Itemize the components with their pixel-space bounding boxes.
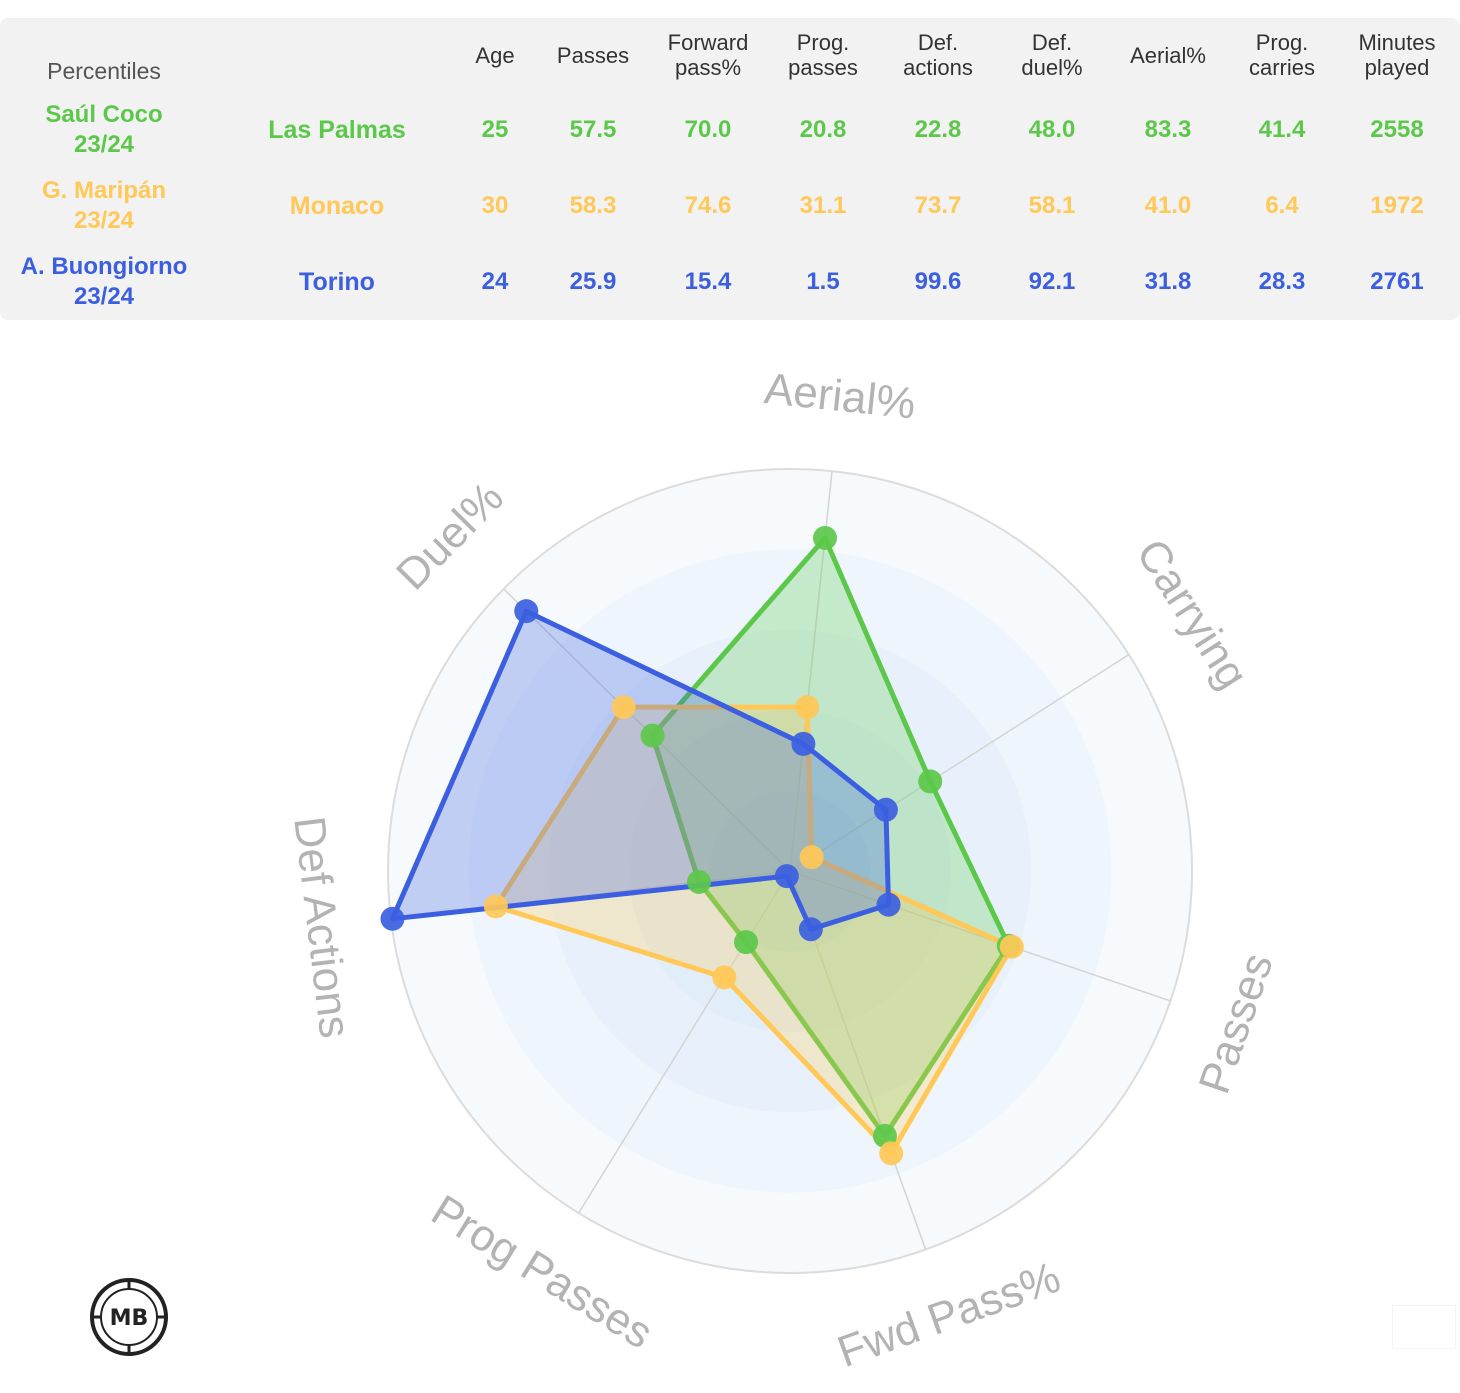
column-header-carries: Prog. carries bbox=[1248, 30, 1315, 80]
axis-spoke bbox=[789, 870, 1171, 1002]
axis-label: Passes bbox=[1190, 947, 1283, 1099]
table-cell-fwd: 70.0 bbox=[684, 116, 732, 143]
axis-label: Carrying bbox=[1127, 531, 1258, 697]
data-point bbox=[686, 869, 711, 894]
axis-label: Fwd Pass% bbox=[831, 1253, 1066, 1377]
axis-label: Aerial% bbox=[762, 364, 918, 429]
column-header-age: Age bbox=[475, 43, 515, 68]
column-header-defduel: Def. duel% bbox=[1021, 30, 1083, 80]
series-area bbox=[493, 704, 1015, 1156]
column-header-fwd: Forward pass% bbox=[667, 30, 749, 80]
column-header-prog: Prog. passes bbox=[788, 30, 858, 80]
table-cell-defduel: 58.1 bbox=[1028, 192, 1076, 219]
table-cell-aerial: 41.0 bbox=[1144, 192, 1192, 219]
team-name: Torino bbox=[299, 268, 375, 296]
series-area bbox=[390, 608, 891, 932]
data-point bbox=[918, 769, 943, 794]
table-cell-minutes: 1972 bbox=[1370, 192, 1424, 219]
data-point bbox=[611, 695, 636, 720]
table-cell-defduel: 48.0 bbox=[1028, 116, 1076, 143]
data-point bbox=[712, 965, 737, 990]
data-point bbox=[798, 917, 823, 942]
table-cell-defact: 73.7 bbox=[914, 192, 962, 219]
table-cell-carries: 28.3 bbox=[1258, 268, 1306, 295]
data-point bbox=[795, 695, 820, 720]
column-header-passes: Passes bbox=[556, 43, 630, 68]
table-cell-fwd: 15.4 bbox=[684, 268, 732, 295]
data-point bbox=[876, 892, 901, 917]
data-point bbox=[791, 731, 816, 756]
data-point bbox=[813, 525, 838, 550]
player-name: A. Buongiorno 23/24 bbox=[20, 253, 188, 310]
table-cell-fwd: 74.6 bbox=[684, 192, 732, 219]
table-cell-defact: 22.8 bbox=[914, 116, 962, 143]
data-point bbox=[734, 930, 759, 955]
table-cell-minutes: 2558 bbox=[1370, 116, 1424, 143]
axis-spoke bbox=[789, 653, 1130, 872]
team-name: Las Palmas bbox=[268, 116, 406, 144]
table-cell-defact: 99.6 bbox=[914, 268, 962, 295]
table-cell-passes: 25.9 bbox=[569, 268, 617, 295]
data-point bbox=[380, 906, 405, 931]
logo-text: MB bbox=[110, 1306, 149, 1331]
team-name: Monaco bbox=[289, 192, 385, 220]
table-cell-passes: 58.3 bbox=[569, 192, 617, 219]
player-name: G. Maripán 23/24 bbox=[41, 177, 167, 234]
header-percentiles: Percentiles bbox=[47, 58, 161, 84]
mb-logo: MB bbox=[89, 1277, 169, 1357]
player-name: Saúl Coco 23/24 bbox=[45, 101, 163, 158]
table-cell-prog: 20.8 bbox=[799, 116, 847, 143]
axis-label: Def Actions bbox=[284, 814, 359, 1041]
column-header-aerial: Aerial% bbox=[1130, 43, 1206, 68]
data-point bbox=[873, 797, 898, 822]
table-cell-defduel: 92.1 bbox=[1028, 268, 1076, 295]
data-point bbox=[483, 894, 508, 919]
table-cell-carries: 6.4 bbox=[1265, 192, 1299, 219]
column-header-defact: Def. actions bbox=[903, 30, 973, 80]
data-point bbox=[514, 599, 539, 624]
data-point bbox=[774, 864, 799, 889]
table-cell-passes: 57.5 bbox=[569, 116, 617, 143]
data-point bbox=[640, 723, 665, 748]
percentile-table: Percentiles Age Passes Forward pass% Prog. pas… bbox=[0, 18, 1460, 320]
table-cell-aerial: 83.3 bbox=[1144, 116, 1192, 143]
data-point bbox=[999, 934, 1024, 959]
data-point bbox=[879, 1141, 904, 1166]
table-cell-prog: 31.1 bbox=[799, 192, 847, 219]
table-cell-age: 24 bbox=[481, 268, 509, 295]
series-area bbox=[650, 535, 1012, 1139]
table-cell-carries: 41.4 bbox=[1258, 116, 1306, 143]
table-cell-age: 25 bbox=[481, 116, 509, 143]
table-cell-aerial: 31.8 bbox=[1144, 268, 1192, 295]
data-point bbox=[799, 845, 824, 870]
table-cell-prog: 1.5 bbox=[806, 268, 840, 295]
column-header-minutes: Minutes played bbox=[1358, 30, 1436, 80]
axis-label: Duel% bbox=[387, 473, 513, 600]
table-cell-minutes: 2761 bbox=[1370, 268, 1424, 295]
corner-widget bbox=[1392, 1305, 1456, 1349]
table-cell-age: 30 bbox=[481, 192, 509, 219]
axis-spoke bbox=[578, 870, 791, 1214]
